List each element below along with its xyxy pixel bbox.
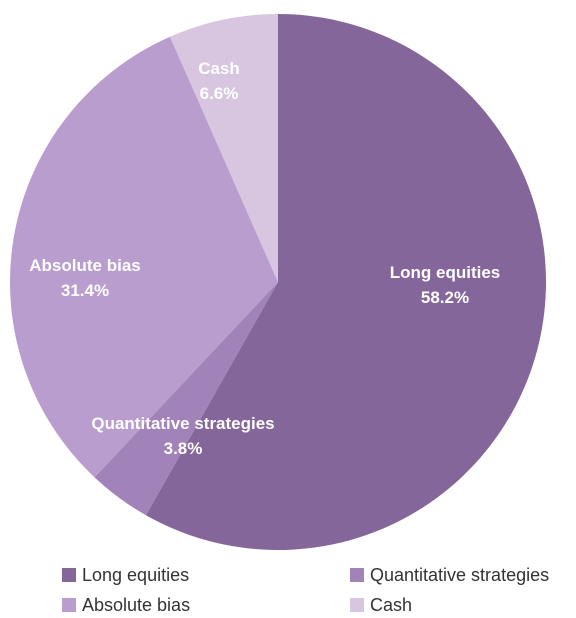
slice-value-quantitative-strategies: 3.8% bbox=[164, 439, 203, 458]
legend-label-quantitative-strategies: Quantitative strategies bbox=[370, 564, 550, 585]
legend-swatch-long-equities bbox=[62, 568, 76, 582]
pie-slice-cash bbox=[170, 14, 278, 282]
pie-chart: Long equities 58.2% Quantitative strategie… bbox=[10, 14, 546, 551]
legend-swatch-cash bbox=[350, 598, 364, 612]
slice-label-absolute-bias: Absolute bias bbox=[29, 256, 140, 275]
legend-item-quantitative-strategies: Quantitative strategies bbox=[350, 562, 549, 588]
slice-value-absolute-bias: 31.4% bbox=[61, 281, 109, 300]
chart-legend: Long equities Quantitative strategies Ab… bbox=[0, 562, 576, 616]
slice-label-quantitative-strategies: Quantitative strategies bbox=[91, 414, 274, 433]
legend-item-cash: Cash bbox=[350, 592, 412, 618]
pie-slice-quantitative-strategies bbox=[94, 282, 278, 516]
slice-value-long-equities: 58.2% bbox=[421, 288, 469, 307]
legend-label-long-equities: Long equities bbox=[82, 564, 190, 585]
legend-swatch-quantitative-strategies bbox=[350, 568, 364, 582]
slice-label-long-equities: Long equities bbox=[390, 263, 501, 282]
pie-slice-long-equities bbox=[145, 14, 546, 551]
legend-label-cash: Cash bbox=[370, 594, 413, 615]
slice-label-cash: Cash bbox=[198, 59, 240, 78]
legend-item-long-equities: Long equities bbox=[62, 562, 189, 588]
slice-value-cash: 6.6% bbox=[200, 84, 239, 103]
legend-label-absolute-bias: Absolute bias bbox=[82, 594, 191, 615]
legend-swatch-absolute-bias bbox=[62, 598, 76, 612]
pie-slice-absolute-bias bbox=[10, 36, 278, 478]
legend-item-absolute-bias: Absolute bias bbox=[62, 592, 190, 618]
